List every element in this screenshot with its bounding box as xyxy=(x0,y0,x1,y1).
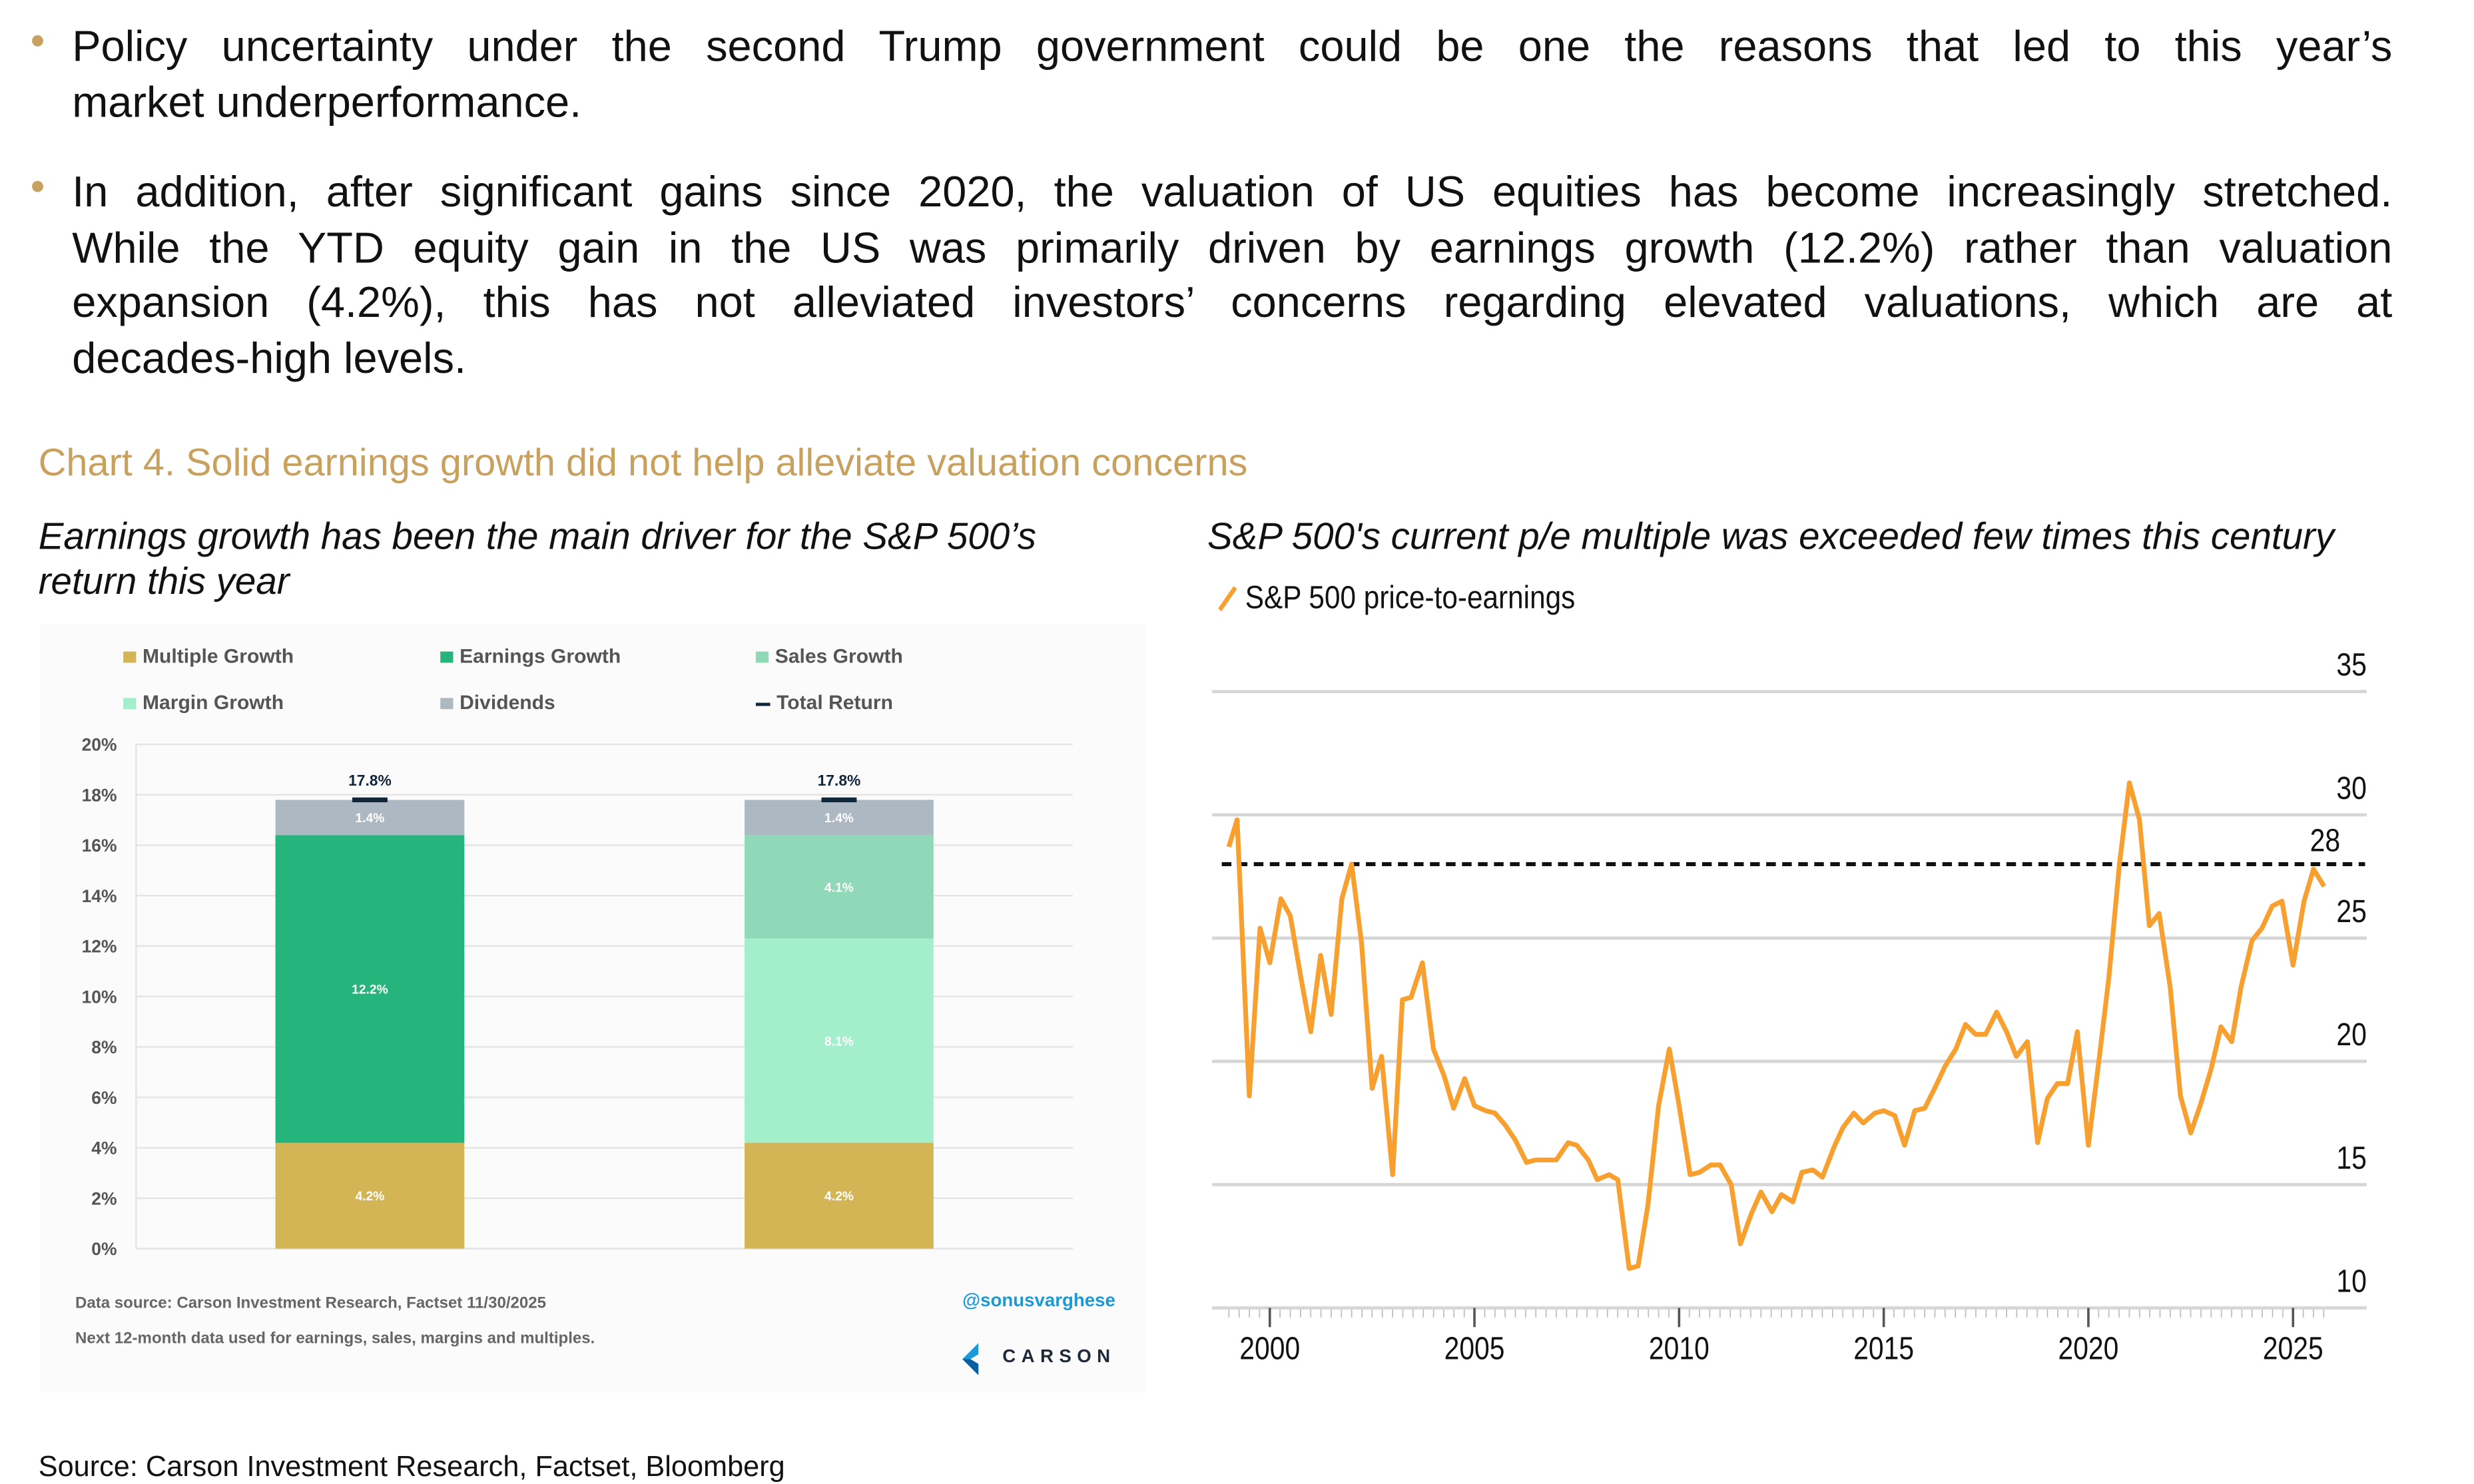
bar-segment xyxy=(275,1142,465,1249)
bar-segment xyxy=(275,835,465,1143)
x-tick-label: 2020 xyxy=(2058,1331,2118,1366)
legend-item: Sales Growth xyxy=(755,645,903,668)
bar-segment xyxy=(745,800,934,836)
y-tick-label: 4% xyxy=(91,1138,117,1158)
total-return-label: 17.8% xyxy=(818,772,861,789)
bar-segment-label: 8.1% xyxy=(824,1035,854,1049)
bar-segment-label: 12.2% xyxy=(352,983,388,997)
chart-title: Chart 4. Solid earnings growth did not h… xyxy=(38,441,1248,485)
author-handle: @sonusvarghese xyxy=(962,1292,1115,1312)
y-tick-label: 20 xyxy=(2336,1017,2366,1053)
x-tick-label: 2005 xyxy=(1444,1331,1505,1366)
bullet-line: expansion (4.2%), this has not alleviate… xyxy=(72,278,2393,327)
y-tick-label: 8% xyxy=(91,1037,117,1057)
legend-item: Earnings Growth xyxy=(440,645,621,668)
y-tick-label: 16% xyxy=(82,836,117,856)
pe-legend-label: S&P 500 price-to-earnings xyxy=(1245,581,1576,617)
legend-swatch-icon xyxy=(123,652,137,663)
y-tick-label: 20% xyxy=(82,735,117,755)
legend-label: Earnings Growth xyxy=(460,645,621,668)
x-tick-label: 2015 xyxy=(1853,1331,1914,1366)
y-tick-label: 14% xyxy=(82,886,117,906)
total-return-marker xyxy=(821,797,857,803)
bullet-line: In addition, after significant gains sin… xyxy=(72,168,2393,216)
bullet-1: Policy uncertainty under the second Trum… xyxy=(32,19,2392,130)
y-tick-label: 10% xyxy=(82,987,117,1007)
bar-segment xyxy=(745,938,934,1143)
legend-swatch-icon xyxy=(440,652,454,663)
line-legend-icon xyxy=(1218,586,1237,612)
bullet-dot-icon xyxy=(32,35,43,47)
subtitle-line: Earnings growth has been the main driver… xyxy=(38,515,1036,557)
legend-item: Total Return xyxy=(755,691,893,714)
bullet-line: While the YTD equity gain in the US was … xyxy=(72,223,2393,272)
x-tick-label: 2010 xyxy=(1649,1331,1709,1366)
y-tick-label: 0% xyxy=(91,1239,117,1259)
bullet-dot-icon xyxy=(32,180,43,192)
carson-logo-icon xyxy=(962,1343,979,1375)
legend-item: Dividends xyxy=(440,692,555,714)
bullet-line: decades-high levels. xyxy=(72,334,467,383)
bar-segment-label: 1.4% xyxy=(356,812,385,826)
total-return-marker xyxy=(352,797,388,803)
y-tick-label: 25 xyxy=(2336,894,2366,929)
y-tick-label: 10 xyxy=(2336,1264,2366,1299)
data-source-note: Data source: Carson Investment Research,… xyxy=(75,1295,547,1313)
bar-segment-label: 4.1% xyxy=(824,881,854,895)
bullet-line: Policy uncertainty under the second Trum… xyxy=(72,22,2393,71)
y-tick-label: 2% xyxy=(91,1188,117,1208)
bar-segment-label: 4.2% xyxy=(356,1190,385,1204)
legend-label: Multiple Growth xyxy=(143,645,294,668)
reference-line-label: 28 xyxy=(2310,824,2340,859)
y-tick-label: 15 xyxy=(2336,1140,2366,1176)
y-tick-label: 6% xyxy=(91,1088,117,1108)
bullet-line: market underperformance. xyxy=(72,77,582,126)
stacked-bar-chart: 0% 2% 4% 6% 8% 10% 12% 14% 16% 18% 20% 4.2% 12.2% 1.4… xyxy=(82,735,1074,1259)
bar-segment xyxy=(275,800,465,836)
legend-label: Sales Growth xyxy=(774,645,903,668)
bar-segment xyxy=(745,835,934,939)
bullet-2: In addition, after significant gains sin… xyxy=(32,165,2392,387)
right-chart-subtitle: S&P 500's current p/e multiple was excee… xyxy=(1207,515,2335,557)
y-tick-label: 30 xyxy=(2336,771,2366,806)
legend-swatch-icon xyxy=(123,698,137,710)
legend-label: Dividends xyxy=(460,691,555,714)
legend-label: Total Return xyxy=(776,691,893,714)
carson-logo-text: CARSON xyxy=(1002,1348,1116,1367)
legend-swatch-icon xyxy=(755,702,771,706)
bar-segment xyxy=(745,1142,934,1249)
x-tick-label: 2025 xyxy=(2263,1331,2323,1366)
pe-legend: S&P 500 price-to-earnings xyxy=(1217,581,1575,618)
legend-item: Margin Growth xyxy=(123,692,284,714)
total-return-label: 17.8% xyxy=(348,772,392,789)
legend-label: Margin Growth xyxy=(143,691,284,714)
source-note: Source: Carson Investment Research, Fact… xyxy=(38,1450,785,1483)
x-tick-label: 2000 xyxy=(1239,1331,1300,1366)
pe-series-line xyxy=(1226,780,2326,1271)
bar-segment-label: 1.4% xyxy=(824,812,854,826)
y-tick-label: 12% xyxy=(82,937,117,957)
legend-swatch-icon xyxy=(755,652,769,663)
y-tick-label: 35 xyxy=(2336,648,2366,683)
legend-item: Multiple Growth xyxy=(123,645,294,668)
stacked-bar-chart-panel: Multiple Growth Earnings Growth Sales Grow… xyxy=(40,624,1145,1393)
subtitle-line: return this year xyxy=(38,560,290,603)
legend-swatch-icon xyxy=(440,698,454,710)
y-tick-label: 18% xyxy=(82,785,117,805)
left-chart-subtitle: Earnings growth has been the main driver… xyxy=(39,514,1036,604)
methodology-note: Next 12-month data used for earnings, sa… xyxy=(75,1330,595,1348)
bar-segment-label: 4.2% xyxy=(824,1190,854,1204)
